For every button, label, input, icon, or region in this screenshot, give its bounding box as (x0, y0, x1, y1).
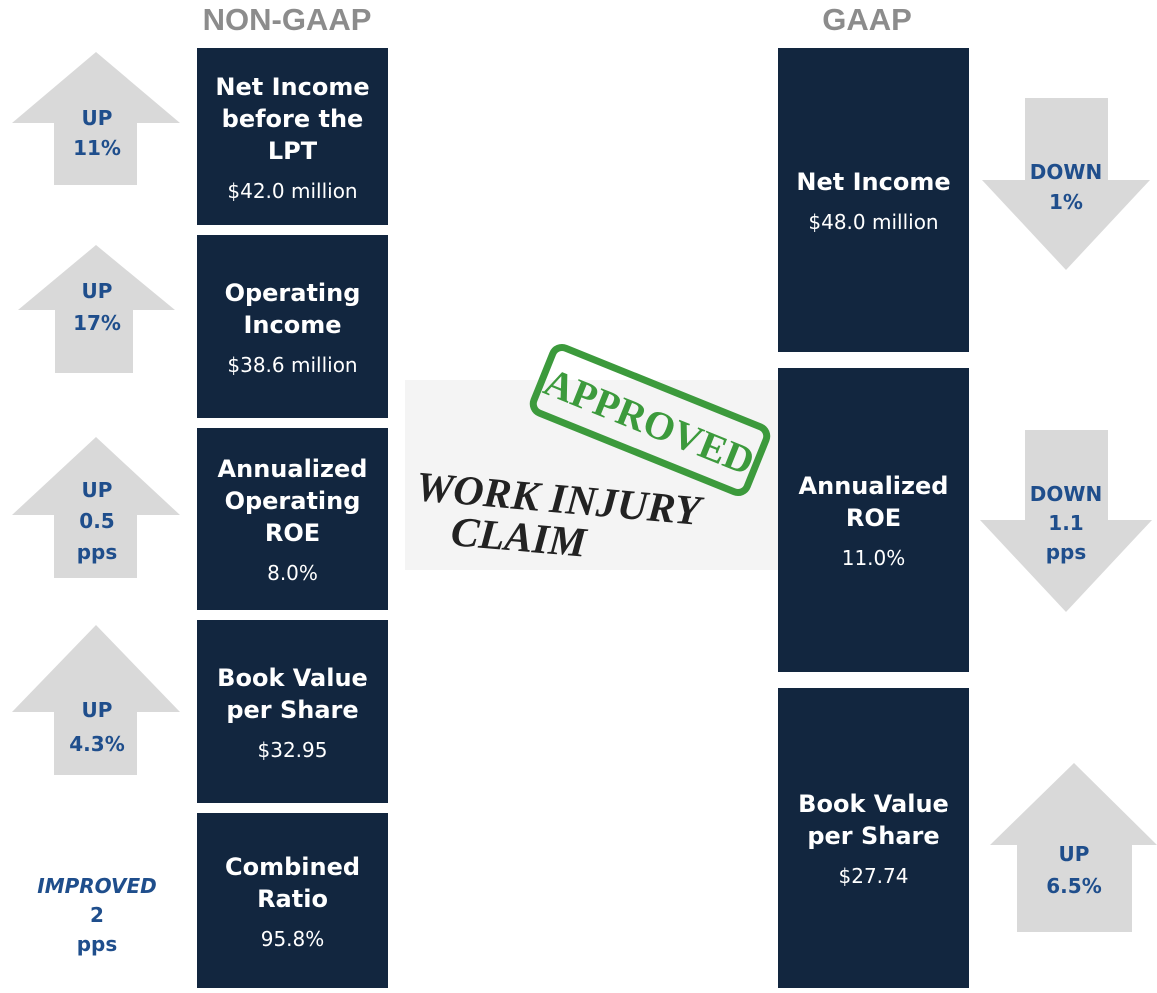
change-label: UP 4.3% (12, 693, 182, 761)
metric-title: Operating (224, 278, 361, 307)
metric-title: Book Value (217, 663, 368, 692)
metric-value: 8.0% (267, 561, 318, 585)
metric-title: Net Income (796, 168, 951, 196)
change-text: DOWN (1029, 160, 1103, 184)
change-text: UP (81, 106, 113, 130)
change-text: 17% (73, 311, 121, 335)
claim-image: APPROVED WORK INJURY CLAIM (405, 343, 778, 570)
change-text: IMPROVED (37, 874, 157, 898)
metric-box: Combined Ratio 95.8% (197, 813, 388, 988)
change-text: 0.5 (79, 509, 115, 533)
metric-box: Book Value per Share $32.95 (197, 620, 388, 803)
metric-title: Income (243, 310, 342, 339)
metric-title: Annualized (217, 455, 368, 483)
change-label: UP 17% (12, 275, 182, 339)
metric-title: Book Value (798, 790, 949, 818)
metric-title: Annualized (798, 472, 949, 500)
change-text: 1% (1049, 190, 1083, 214)
change-label: IMPROVED 2 pps (12, 872, 182, 959)
up-arrow (12, 52, 180, 185)
down-arrow (982, 98, 1150, 270)
change-text: pps (76, 932, 118, 956)
metric-title: ROE (845, 504, 902, 532)
metric-title: before the (221, 104, 364, 133)
up-arrow (990, 763, 1157, 932)
change-label: UP 6.5% (989, 838, 1157, 902)
metric-box: Net Income $48.0 million (778, 48, 969, 352)
metric-title: per Share (807, 822, 940, 850)
metric-title: Net Income (215, 72, 370, 101)
metric-value: $27.74 (838, 864, 909, 888)
up-arrow (12, 437, 180, 578)
change-text: 11% (73, 136, 121, 160)
header: NON-GAAP (202, 2, 372, 37)
header: GAAP (822, 2, 912, 37)
change-text: DOWN (1029, 482, 1103, 506)
metric-value: $42.0 million (227, 178, 358, 203)
metric-title: Operating (224, 487, 361, 515)
change-text: pps (1045, 540, 1087, 564)
down-arrow (980, 430, 1152, 612)
up-arrow (12, 625, 180, 775)
change-text: 6.5% (1046, 874, 1102, 898)
metric-value: $48.0 million (808, 210, 939, 234)
metric-title: Ratio (257, 884, 328, 913)
change-label: DOWN 1.1 pps (981, 480, 1151, 567)
change-label: DOWN 1% (981, 157, 1151, 217)
metric-box: Operating Income $38.6 million (197, 235, 388, 418)
metric-title: LPT (267, 136, 318, 165)
stamp-frame (529, 343, 771, 497)
change-text: 4.3% (69, 732, 125, 756)
metric-value: $32.95 (257, 737, 328, 762)
metric-box: Book Value per Share $27.74 (778, 688, 969, 988)
change-label: UP 0.5 pps (12, 475, 182, 568)
metric-title: per Share (226, 695, 359, 724)
change-label: UP 11% (12, 103, 182, 163)
up-arrow (18, 245, 175, 373)
metric-title: ROE (264, 519, 321, 547)
change-text: UP (81, 478, 113, 502)
change-text: 2 (90, 903, 104, 927)
metric-box: Annualized Operating ROE 8.0% (197, 428, 388, 610)
metric-box: Net Income before the LPT $42.0 million (197, 48, 388, 225)
change-text: 1.1 (1048, 511, 1084, 535)
metric-title: Combined (224, 852, 361, 881)
change-text: UP (81, 279, 113, 303)
metric-value: 11.0% (841, 546, 906, 570)
change-text: UP (81, 698, 113, 722)
metric-value: $38.6 million (227, 352, 358, 377)
metric-value: 95.8% (260, 926, 325, 951)
change-text: UP (1058, 842, 1090, 866)
change-text: pps (76, 540, 118, 564)
metric-box: Annualized ROE 11.0% (778, 368, 969, 672)
